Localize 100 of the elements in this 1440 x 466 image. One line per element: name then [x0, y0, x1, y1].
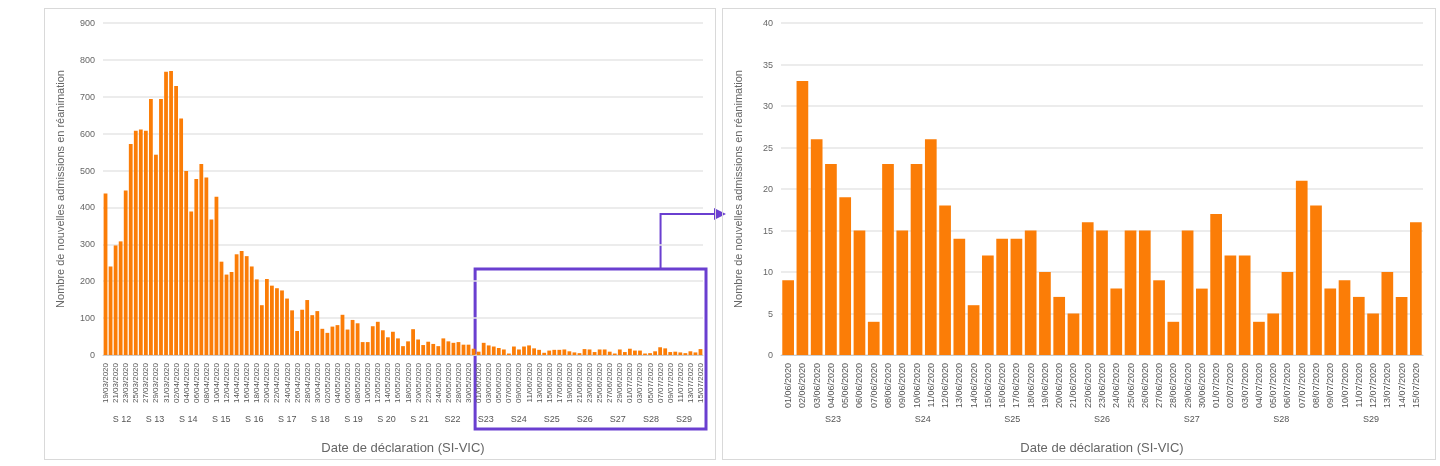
x-tick-label: 04/04/2020	[181, 362, 191, 404]
y-tick-label: 20	[762, 184, 773, 194]
text: S 12	[112, 414, 132, 424]
x-tick-label: 02/04/2020	[171, 362, 181, 404]
x-tick-label: 24/04/2020	[282, 362, 292, 404]
x-tick-label: 30/05/2020	[464, 362, 474, 404]
x-tick-label: 03/07/2020	[1239, 363, 1250, 409]
x-tick-label: 14/05/2020	[383, 362, 393, 404]
bar	[1210, 213, 1222, 355]
text: S 14	[178, 414, 198, 424]
bar	[982, 255, 994, 355]
bar	[1224, 255, 1237, 355]
x-tick-label: 23/03/2020	[121, 362, 131, 404]
bar	[867, 321, 880, 355]
text: S24	[510, 414, 527, 424]
x-axis-title: Date de déclaration (SI-VIC)	[1020, 440, 1184, 455]
x-tick-label: 02/06/2020	[797, 363, 808, 409]
text: S25	[1004, 414, 1021, 424]
y-tick-label: 600	[79, 128, 95, 139]
x-tick-label: 13/07/2020	[685, 362, 695, 404]
x-tick-label: 20/04/2020	[262, 362, 272, 404]
x-tick-label: 10/06/2020	[911, 363, 922, 409]
text: S22	[444, 414, 461, 424]
text: S 13	[145, 414, 165, 424]
x-tick-label: 30/06/2020	[1196, 363, 1207, 409]
x-tick-label: 04/07/2020	[1253, 363, 1264, 409]
bar	[896, 230, 909, 355]
text: S29	[1363, 414, 1380, 424]
bar	[1324, 288, 1337, 355]
x-tick-label: 24/05/2020	[433, 362, 443, 404]
bar	[1110, 288, 1123, 355]
x-tick-label: 29/06/2020	[1182, 363, 1193, 409]
bar	[1181, 230, 1194, 355]
x-tick-label: 26/06/2020	[1139, 363, 1150, 409]
bar	[810, 139, 823, 355]
x-tick-label: 03/06/2020	[811, 363, 822, 409]
x-tick-label: 21/06/2020	[1068, 363, 1079, 409]
text: S25	[543, 414, 560, 424]
x-tick-label: 08/07/2020	[1311, 363, 1321, 409]
x-tick-label: 13/07/2020	[1382, 363, 1393, 409]
y-tick-label: 500	[79, 165, 95, 176]
x-tick-label: 09/07/2020	[665, 362, 675, 404]
x-tick-label: 07/07/2020	[1296, 363, 1307, 409]
x-tick-label: 15/06/2020	[982, 363, 993, 409]
x-tick-label: 19/06/2020	[1039, 363, 1050, 409]
x-tick-label: 14/04/2020	[232, 362, 242, 404]
bar	[1238, 255, 1251, 355]
x-tick-label: 25/03/2020	[131, 362, 141, 404]
x-tick-label: 08/05/2020	[353, 362, 363, 404]
x-tick-label: 23/06/2020	[585, 362, 595, 404]
bar	[1281, 272, 1294, 355]
x-tick-label: 23/06/2020	[1097, 363, 1107, 409]
x-tick-label: 16/05/2020	[393, 362, 403, 404]
x-tick-label: 15/07/2020	[1410, 363, 1421, 409]
x-tick-label: 09/06/2020	[897, 363, 908, 409]
x-tick-label: 07/06/2020	[868, 363, 879, 409]
x-tick-label: 12/05/2020	[373, 362, 383, 404]
x-tick-label: 03/06/2020	[484, 362, 494, 404]
bar	[1338, 280, 1351, 355]
bar	[839, 197, 852, 355]
x-tick-label: 07/06/2020	[504, 362, 514, 404]
bar	[996, 238, 1008, 355]
bar	[924, 139, 937, 355]
x-tick-label: 08/04/2020	[201, 362, 211, 404]
bar	[1024, 230, 1037, 355]
y-tick-label: 15	[762, 225, 773, 236]
x-tick-label: 11/06/2020	[925, 363, 936, 408]
text: S 21	[410, 414, 429, 424]
x-tick-label: 05/07/2020	[1268, 363, 1279, 409]
x-tick-label: 05/07/2020	[645, 362, 655, 404]
x-tick-label: 05/06/2020	[840, 363, 851, 409]
x-tick-label: 02/07/2020	[1225, 363, 1236, 409]
y-axis-title: Nombre de nouvelles admissions en réanimation	[53, 70, 66, 308]
x-tick-label: 26/04/2020	[292, 362, 302, 404]
x-tick-label: 04/05/2020	[332, 362, 342, 404]
bar	[939, 205, 951, 355]
x-tick-label: 19/03/2020	[101, 362, 111, 404]
x-tick-label: 29/06/2020	[615, 362, 625, 404]
text: S 18	[311, 414, 330, 424]
x-tick-label: 06/06/2020	[854, 363, 865, 409]
text: S24	[914, 414, 931, 424]
x-tick-label: 15/06/2020	[544, 362, 554, 404]
y-tick-label: 40	[762, 18, 773, 28]
bar	[1124, 230, 1137, 355]
x-tick-label: 12/07/2020	[1368, 363, 1379, 409]
bar	[1253, 321, 1265, 355]
x-axis-title: Date de déclaration (SI-VIC)	[321, 440, 485, 455]
bar	[782, 280, 794, 355]
y-tick-label: 900	[79, 18, 95, 28]
x-tick-label: 28/04/2020	[302, 362, 312, 404]
x-tick-label: 31/03/2020	[161, 362, 171, 404]
x-tick-label: 12/06/2020	[940, 363, 951, 409]
bar	[1138, 230, 1151, 355]
y-axis-title: Nombre de nouvelles admissions en réanimation	[731, 70, 744, 308]
bar	[796, 81, 809, 355]
x-tick-label: 01/06/2020	[783, 363, 794, 409]
y-tick-label: 5	[767, 308, 773, 319]
text: S 19	[344, 414, 363, 424]
x-tick-label: 18/05/2020	[403, 362, 413, 404]
x-tick-label: 13/06/2020	[534, 362, 544, 404]
